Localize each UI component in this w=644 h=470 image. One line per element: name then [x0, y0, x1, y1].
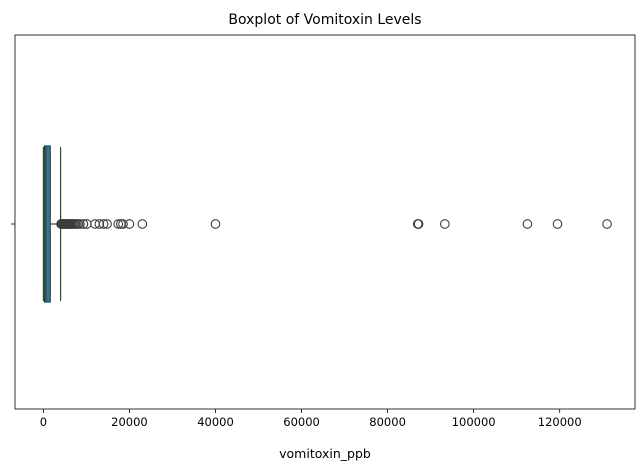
outlier-point	[102, 219, 112, 229]
outlier-point	[439, 219, 450, 229]
x-tick-label: 100000	[452, 415, 496, 429]
x-tick-label: 0	[40, 415, 47, 429]
outlier-point	[75, 219, 85, 229]
outlier-point	[78, 219, 89, 229]
outlier-point	[118, 219, 128, 229]
boxplot-marks	[42, 145, 612, 303]
outlier-point	[210, 219, 221, 229]
outlier-point	[124, 219, 135, 229]
outlier-point	[552, 219, 563, 229]
outlier-point	[137, 219, 148, 229]
outlier-point	[602, 219, 612, 229]
outlier-point	[98, 219, 109, 229]
outlier-point	[113, 219, 124, 229]
chart-title: Boxplot of Vomitoxin Levels	[228, 12, 421, 28]
outlier-point	[522, 219, 533, 229]
x-tick-label: 20000	[111, 415, 148, 429]
x-axis-label: vomitoxin_ppb	[279, 446, 371, 461]
outlier-point	[94, 219, 105, 229]
x-tick-label: 80000	[369, 415, 406, 429]
x-tick-label: 120000	[538, 415, 582, 429]
plot-area-frame	[14, 34, 636, 410]
outlier-point	[413, 219, 424, 229]
x-tick-label: 60000	[283, 415, 320, 429]
iqr-box	[43, 145, 51, 303]
x-axis: 0 20000 40000 60000 80000 100000 120000	[40, 409, 582, 429]
x-tick-label: 40000	[197, 415, 234, 429]
